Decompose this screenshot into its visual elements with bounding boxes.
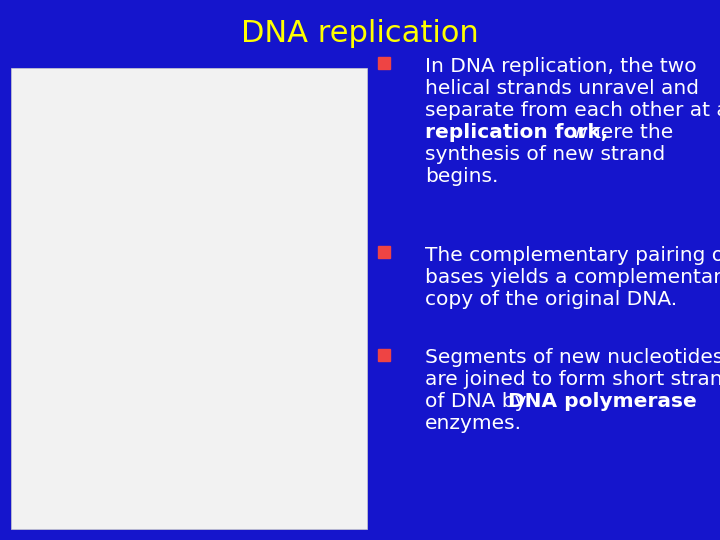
Text: synthesis of new strand: synthesis of new strand bbox=[425, 145, 665, 164]
Text: DNA polymerase: DNA polymerase bbox=[508, 392, 696, 411]
FancyBboxPatch shape bbox=[378, 246, 390, 258]
Text: In DNA replication, the two: In DNA replication, the two bbox=[425, 57, 696, 76]
Text: helical strands unravel and: helical strands unravel and bbox=[425, 79, 699, 98]
Text: DNA replication: DNA replication bbox=[241, 19, 479, 48]
Text: are joined to form short strands: are joined to form short strands bbox=[425, 370, 720, 389]
Text: enzymes.: enzymes. bbox=[425, 414, 522, 433]
Text: where the: where the bbox=[565, 123, 673, 141]
FancyBboxPatch shape bbox=[11, 68, 367, 529]
Text: The complementary pairing of: The complementary pairing of bbox=[425, 246, 720, 265]
Text: bases yields a complementary: bases yields a complementary bbox=[425, 268, 720, 287]
Text: begins.: begins. bbox=[425, 167, 498, 186]
Text: separate from each other at a: separate from each other at a bbox=[425, 100, 720, 120]
Text: of DNA by: of DNA by bbox=[425, 392, 533, 411]
Text: replication fork,: replication fork, bbox=[425, 123, 608, 141]
Text: copy of the original DNA.: copy of the original DNA. bbox=[425, 289, 677, 309]
Text: Segments of new nucleotides: Segments of new nucleotides bbox=[425, 348, 720, 367]
FancyBboxPatch shape bbox=[378, 57, 390, 69]
FancyBboxPatch shape bbox=[378, 349, 390, 361]
